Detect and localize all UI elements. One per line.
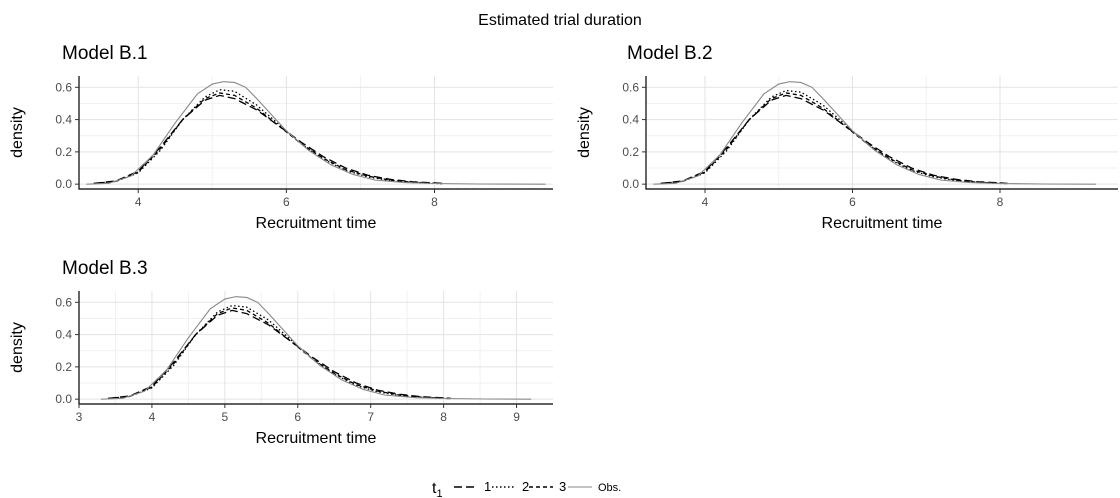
series-line-1 bbox=[93, 94, 442, 184]
y-tick-label: 0.2 bbox=[55, 360, 72, 374]
x-tick-label: 4 bbox=[702, 195, 709, 209]
y-axis-title: density bbox=[9, 322, 26, 373]
y-tick-label: 0.4 bbox=[55, 113, 72, 127]
y-tick-label: 0.6 bbox=[55, 80, 72, 94]
y-axis-title: density bbox=[9, 107, 26, 158]
x-axis-title: Recruitment time bbox=[822, 215, 943, 232]
series-line-3 bbox=[108, 307, 451, 400]
x-tick-label: 6 bbox=[283, 195, 290, 209]
x-tick-label: 9 bbox=[513, 410, 520, 424]
y-tick-label: 0.0 bbox=[55, 177, 72, 191]
panel-title: Model B.1 bbox=[62, 43, 148, 64]
y-tick-label: 0.2 bbox=[55, 145, 72, 159]
x-tick-label: 6 bbox=[294, 410, 301, 424]
x-tick-label: 6 bbox=[849, 195, 856, 209]
panel-model-b2: Model B.2 4 6 8 0.0 0.2 0.4 0.6 Recruitment time… bbox=[576, 43, 1118, 232]
x-tick-label: 4 bbox=[135, 195, 142, 209]
figure-title: Estimated trial duration bbox=[478, 12, 642, 29]
series-line-obs bbox=[100, 296, 532, 400]
series-line-obs bbox=[86, 81, 546, 185]
y-tick-label: 0.6 bbox=[55, 295, 72, 309]
y-tick-label: 0.0 bbox=[55, 392, 72, 406]
x-axis-title: Recruitment time bbox=[256, 215, 377, 232]
x-tick-label: 3 bbox=[76, 410, 83, 424]
panel-model-b1: Model B.1 4 6 8 0.0 0.2 0.4 0.6 Recruitment time… bbox=[9, 43, 553, 232]
series-line-3 bbox=[660, 92, 1008, 185]
legend-title: t1 bbox=[432, 480, 443, 498]
x-tick-label: 5 bbox=[222, 410, 229, 424]
x-tick-label: 4 bbox=[149, 410, 156, 424]
series-line-1 bbox=[660, 94, 1008, 184]
panel-model-b3: Model B.3 3 4 5 6 7 8 9 0.0 0.2 0.4 0.6 Recruitment … bbox=[9, 258, 553, 447]
x-tick-label: 8 bbox=[440, 410, 447, 424]
x-tick-label: 7 bbox=[367, 410, 374, 424]
panel-title: Model B.3 bbox=[62, 258, 148, 279]
x-axis-title: Recruitment time bbox=[256, 430, 377, 447]
y-tick-label: 0.6 bbox=[622, 80, 639, 94]
series-line-2 bbox=[660, 89, 1008, 185]
y-tick-label: 0.4 bbox=[622, 113, 639, 127]
series-line-3 bbox=[93, 92, 442, 185]
panel-title: Model B.2 bbox=[627, 43, 713, 64]
legend-label: 3 bbox=[559, 479, 566, 494]
legend-label: Obs. bbox=[598, 482, 621, 494]
series-line-obs bbox=[653, 81, 1096, 185]
x-tick-label: 8 bbox=[431, 195, 438, 209]
x-tick-label: 8 bbox=[997, 195, 1004, 209]
legend-label: 2 bbox=[522, 479, 529, 494]
series-line-1 bbox=[108, 309, 451, 399]
legend: t1 1 2 3 Obs. bbox=[432, 479, 621, 498]
y-tick-label: 0.4 bbox=[55, 328, 72, 342]
y-tick-label: 0.0 bbox=[622, 177, 639, 191]
y-tick-label: 0.2 bbox=[622, 145, 639, 159]
y-axis-title: density bbox=[576, 107, 593, 158]
series-line-2 bbox=[108, 304, 451, 400]
legend-label: 1 bbox=[484, 479, 491, 494]
